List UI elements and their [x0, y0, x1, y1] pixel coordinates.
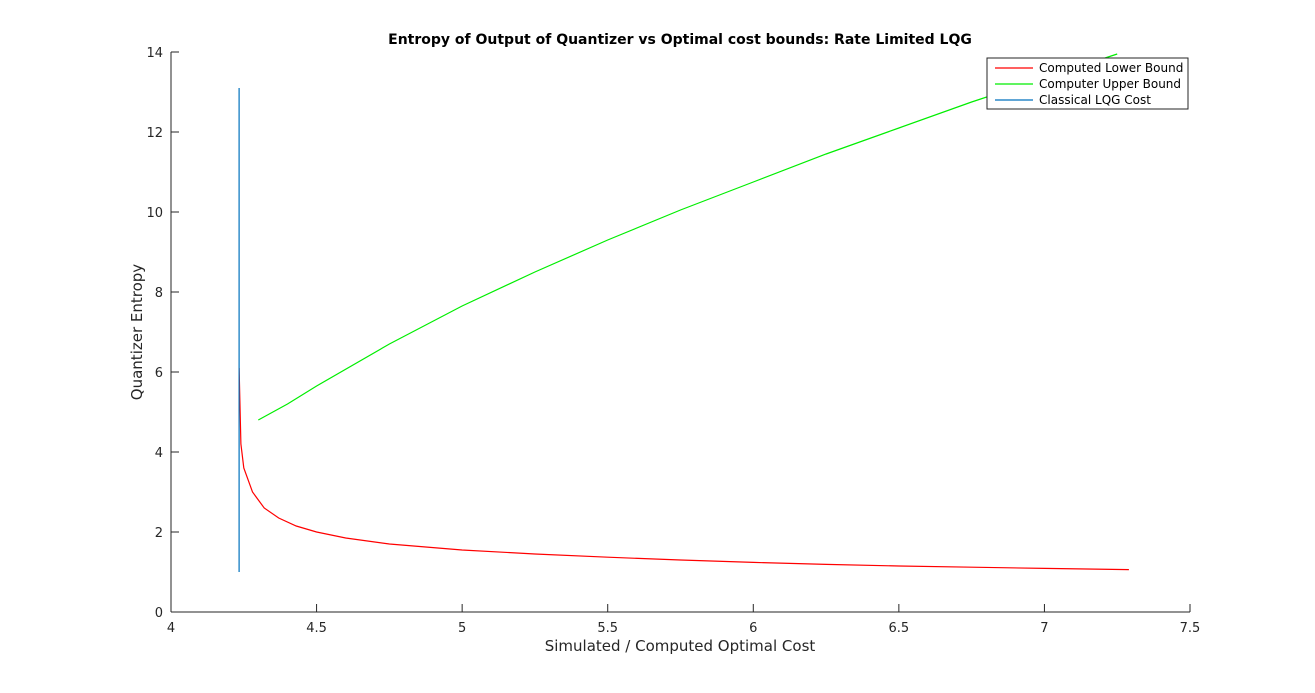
- y-tick-label: 12: [146, 126, 163, 141]
- legend-entry: Classical LQG Cost: [1039, 93, 1151, 107]
- legend: Computed Lower Bound Computer Upper Bound…: [986, 57, 1189, 110]
- x-tick-label: 5: [458, 621, 466, 636]
- x-tick-label: 6: [749, 621, 757, 636]
- series-lines: [238, 53, 1129, 572]
- x-tick-label: 4.5: [306, 621, 327, 636]
- x-tick-label: 7.5: [1180, 621, 1201, 636]
- y-tick-label: 14: [146, 46, 163, 61]
- legend-entry: Computer Upper Bound: [1039, 77, 1181, 91]
- axes: 4 4.5 5 5.5 6 6.5 7 7.5 0 2 4 6 8 10 12 14: [146, 46, 1200, 636]
- series-line-1: [258, 53, 1118, 421]
- y-tick-label: 8: [155, 286, 163, 301]
- y-tick-label: 4: [155, 446, 163, 461]
- y-tick-label: 6: [155, 366, 163, 381]
- y-tick-label: 2: [155, 526, 163, 541]
- legend-entry: Computed Lower Bound: [1039, 61, 1183, 75]
- x-tick-label: 7: [1040, 621, 1048, 636]
- x-tick-label: 6.5: [889, 621, 910, 636]
- x-tick-label: 5.5: [597, 621, 618, 636]
- chart-title: Entropy of Output of Quantizer vs Optima…: [388, 32, 972, 48]
- x-tick-label: 4: [167, 621, 175, 636]
- x-axis-label: Simulated / Computed Optimal Cost: [545, 637, 816, 655]
- y-axis-label: Quantizer Entropy: [128, 264, 146, 401]
- y-tick-label: 10: [146, 206, 163, 221]
- series-line-0: [238, 367, 1129, 571]
- y-tick-label: 0: [155, 606, 163, 621]
